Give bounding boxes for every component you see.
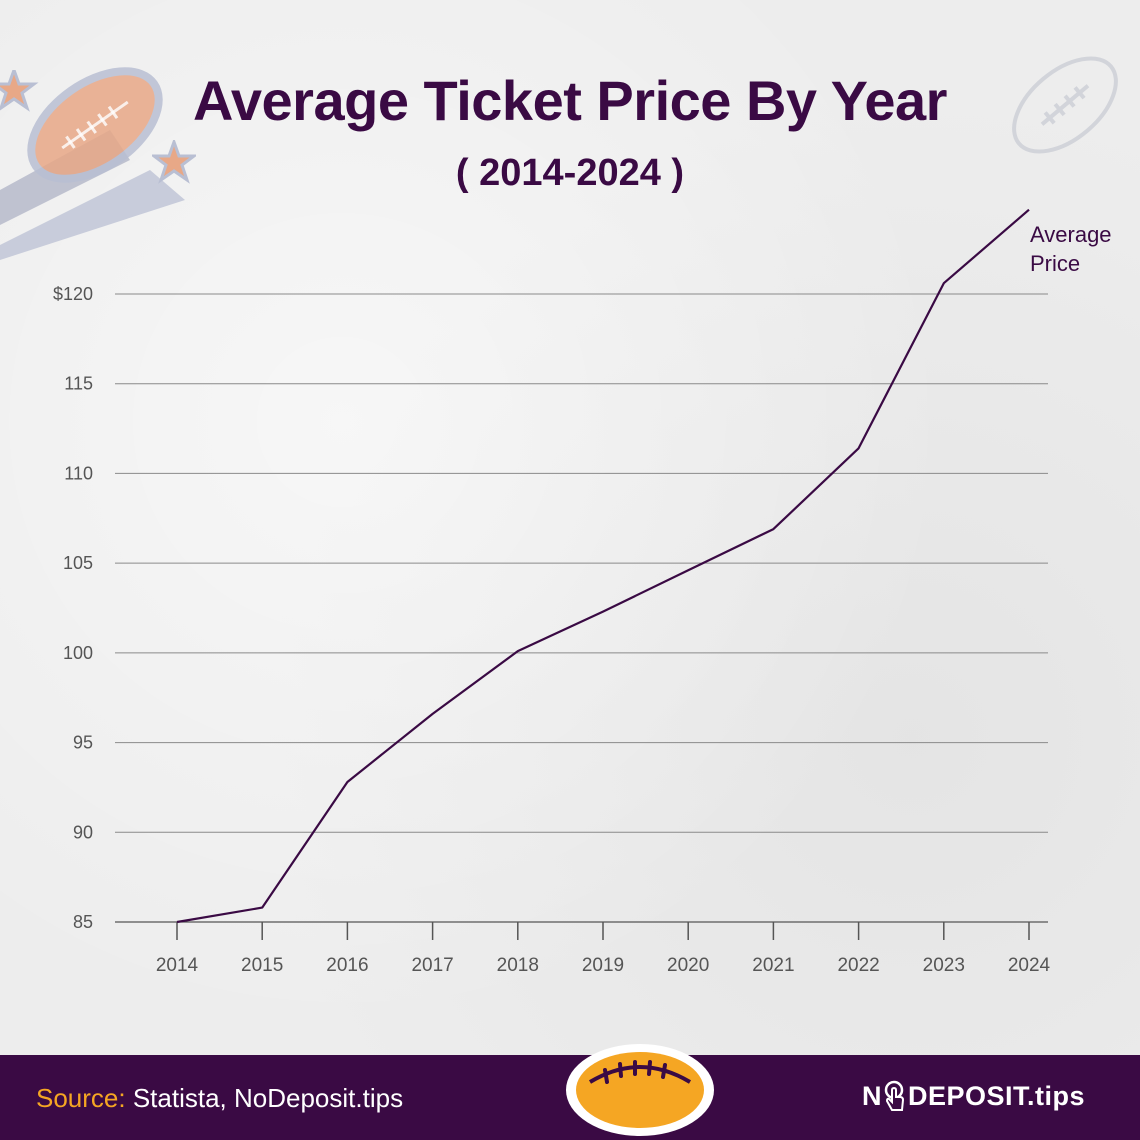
source-note: Source: Statista, NoDeposit.tips bbox=[36, 1083, 403, 1114]
series-label: Average Price bbox=[1030, 222, 1112, 276]
y-tick-label: 95 bbox=[73, 733, 93, 753]
y-tick-label: 90 bbox=[73, 822, 93, 842]
brand-suffix: DEPOSIT.tips bbox=[908, 1081, 1086, 1111]
x-tick-label: 2018 bbox=[497, 955, 539, 976]
x-tick-label: 2017 bbox=[411, 955, 453, 976]
x-tick-label: 2022 bbox=[837, 955, 879, 976]
y-tick-label: 100 bbox=[63, 643, 93, 663]
chart-title: Average Ticket Price By Year bbox=[193, 69, 947, 132]
source-label: Source: bbox=[36, 1083, 126, 1113]
x-tick-label: 2021 bbox=[752, 955, 794, 976]
series-line bbox=[176, 208, 1030, 924]
y-tick-label: 110 bbox=[64, 463, 93, 483]
x-tick-label: 2020 bbox=[667, 955, 709, 976]
football-icon bbox=[0, 67, 185, 260]
x-tick-label: 2015 bbox=[241, 955, 283, 976]
star-icon bbox=[0, 70, 39, 112]
x-tick-label: 2016 bbox=[326, 955, 368, 976]
football-icon bbox=[566, 1044, 714, 1136]
chart-subtitle: ( 2014-2024 ) bbox=[455, 152, 685, 194]
y-tick-label: 115 bbox=[64, 374, 93, 394]
line-chart: 85 90 95 100 105 110 115 $120 2014 2015 2016 2017 20… bbox=[53, 208, 1112, 976]
x-tick-label: 2024 bbox=[1008, 955, 1051, 976]
y-tick-label: 85 bbox=[73, 912, 93, 932]
y-tick-label: 105 bbox=[63, 553, 93, 573]
hand-pointer-icon bbox=[882, 1080, 908, 1112]
source-text: Statista, NoDeposit.tips bbox=[132, 1083, 404, 1113]
football-icon bbox=[1012, 56, 1118, 154]
background-texture bbox=[0, 0, 1140, 1055]
brand-logo[interactable]: N DEPOSIT.tips bbox=[862, 1080, 1086, 1112]
x-tick-label: 2023 bbox=[923, 955, 965, 976]
star-icon bbox=[152, 140, 196, 184]
y-tick-label: $120 bbox=[53, 284, 93, 304]
x-tick-label: 2014 bbox=[156, 955, 199, 976]
x-tick-label: 2019 bbox=[582, 955, 624, 976]
brand-prefix: N bbox=[862, 1081, 882, 1111]
